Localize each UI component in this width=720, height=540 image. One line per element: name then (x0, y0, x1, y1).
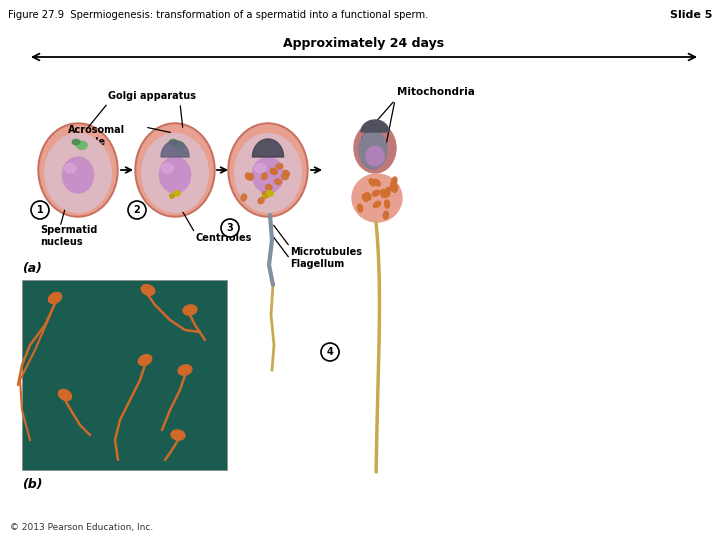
Text: 1: 1 (37, 205, 43, 215)
Ellipse shape (58, 389, 71, 401)
Ellipse shape (362, 194, 368, 201)
Text: 3: 3 (227, 223, 233, 233)
Ellipse shape (354, 123, 396, 173)
Ellipse shape (241, 194, 246, 201)
Ellipse shape (382, 192, 390, 198)
Ellipse shape (38, 123, 118, 217)
Ellipse shape (372, 190, 379, 196)
Ellipse shape (258, 198, 264, 204)
Ellipse shape (392, 177, 397, 185)
Ellipse shape (183, 305, 197, 315)
Ellipse shape (169, 139, 177, 145)
Circle shape (128, 201, 146, 219)
Ellipse shape (262, 192, 269, 198)
Ellipse shape (384, 211, 389, 219)
Ellipse shape (253, 157, 284, 193)
FancyBboxPatch shape (22, 280, 227, 470)
Ellipse shape (391, 181, 396, 189)
Ellipse shape (230, 125, 306, 215)
Ellipse shape (40, 125, 116, 215)
Text: Spermatid
nucleus: Spermatid nucleus (40, 225, 97, 247)
Ellipse shape (162, 164, 173, 173)
Ellipse shape (65, 164, 76, 173)
Polygon shape (253, 139, 284, 157)
Ellipse shape (248, 173, 253, 180)
Ellipse shape (228, 123, 308, 217)
Text: (b): (b) (22, 478, 42, 491)
Ellipse shape (261, 173, 267, 180)
Ellipse shape (45, 133, 112, 212)
Ellipse shape (385, 187, 390, 195)
Ellipse shape (270, 168, 276, 174)
Text: Figure 27.9  Spermiogenesis: transformation of a spermatid into a functional spe: Figure 27.9 Spermiogenesis: transformati… (8, 10, 428, 20)
Ellipse shape (255, 164, 266, 173)
Text: 4: 4 (327, 347, 333, 357)
Ellipse shape (275, 179, 282, 185)
Ellipse shape (384, 200, 390, 208)
Ellipse shape (135, 123, 215, 217)
Text: (a): (a) (22, 262, 42, 275)
Ellipse shape (246, 173, 251, 180)
Circle shape (221, 219, 239, 237)
Ellipse shape (138, 355, 152, 366)
Text: Flagellum: Flagellum (290, 259, 344, 269)
Ellipse shape (141, 285, 155, 295)
Ellipse shape (174, 141, 184, 149)
Circle shape (31, 201, 49, 219)
Ellipse shape (174, 191, 180, 196)
Text: Golgi apparatus: Golgi apparatus (108, 91, 196, 101)
Text: Microtubules: Microtubules (290, 247, 362, 257)
Ellipse shape (352, 174, 402, 222)
Text: Centrioles: Centrioles (195, 233, 251, 243)
Polygon shape (361, 120, 389, 132)
Ellipse shape (178, 365, 192, 375)
Ellipse shape (170, 194, 174, 198)
Ellipse shape (48, 293, 61, 303)
Ellipse shape (235, 133, 301, 212)
Text: © 2013 Pearson Education, Inc.: © 2013 Pearson Education, Inc. (10, 523, 153, 532)
Ellipse shape (76, 141, 87, 149)
Ellipse shape (263, 194, 267, 198)
Ellipse shape (142, 133, 208, 212)
Ellipse shape (159, 157, 191, 193)
Ellipse shape (171, 430, 185, 440)
Ellipse shape (266, 191, 274, 196)
Ellipse shape (63, 157, 94, 193)
Ellipse shape (369, 179, 375, 186)
Ellipse shape (366, 146, 384, 166)
Text: Mitochondria: Mitochondria (397, 87, 475, 97)
Ellipse shape (374, 201, 381, 207)
Ellipse shape (365, 193, 371, 200)
Text: Approximately 24 days: Approximately 24 days (284, 37, 444, 50)
Ellipse shape (391, 184, 396, 192)
Polygon shape (161, 141, 189, 157)
Ellipse shape (266, 185, 272, 190)
Text: Acrosomal
vesicle: Acrosomal vesicle (68, 125, 125, 146)
Ellipse shape (358, 204, 363, 212)
Ellipse shape (72, 139, 80, 145)
Ellipse shape (276, 164, 283, 169)
Ellipse shape (374, 179, 380, 186)
Ellipse shape (392, 184, 397, 192)
Ellipse shape (271, 169, 277, 174)
Ellipse shape (137, 125, 213, 215)
Ellipse shape (359, 131, 387, 169)
Circle shape (321, 343, 339, 361)
Ellipse shape (282, 174, 288, 179)
Text: 2: 2 (134, 205, 140, 215)
Ellipse shape (381, 190, 386, 197)
Text: Slide 5: Slide 5 (670, 10, 712, 20)
Ellipse shape (283, 171, 289, 176)
